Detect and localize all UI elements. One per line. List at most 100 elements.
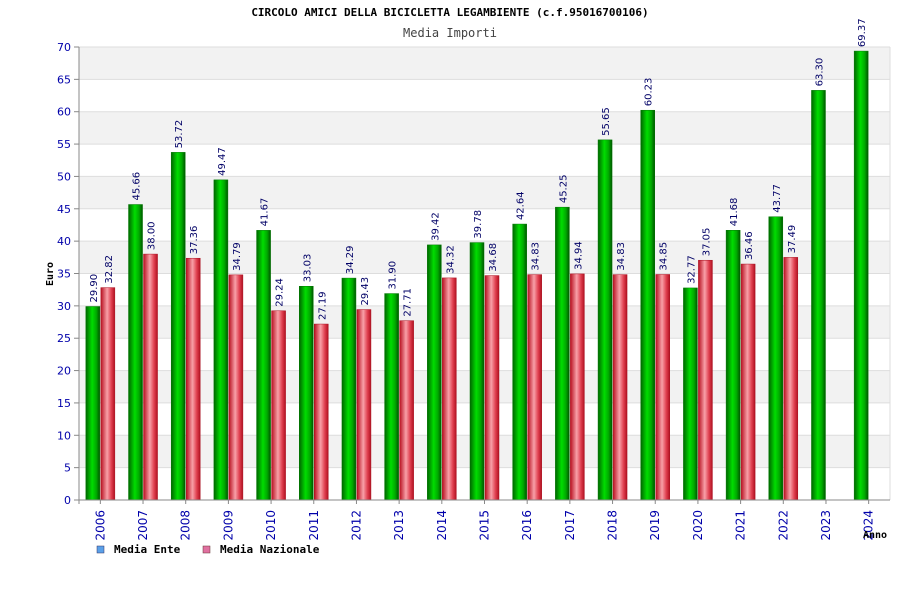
data-label: 55.65	[601, 107, 612, 136]
bar-media-nazionale	[783, 257, 799, 501]
data-label: 34.85	[659, 242, 670, 271]
legend-swatch-media-ente	[96, 545, 105, 554]
axes	[78, 47, 890, 504]
plot-band	[79, 144, 890, 177]
y-tick-label: 20	[57, 365, 71, 378]
y-tick-label: 30	[57, 300, 71, 313]
x-tick-label: 2021	[734, 510, 748, 541]
bar-media-nazionale	[484, 275, 500, 501]
x-tick-labels: 2006 2007 2008 2009 2010 2011 2012 2013 2014 2015…	[93, 510, 875, 541]
plot-band	[79, 176, 890, 209]
data-label: 34.32	[445, 245, 456, 274]
x-tick-label: 2023	[819, 510, 833, 541]
bar-media-nazionale	[442, 277, 457, 501]
x-tick-label: 2015	[478, 510, 492, 541]
bar-media-ente	[299, 285, 314, 501]
data-label: 36.46	[744, 231, 755, 260]
y-tick-label: 65	[57, 73, 71, 86]
bar-media-ente	[213, 179, 229, 501]
plot-band	[79, 338, 890, 371]
y-tick-label: 35	[57, 268, 71, 281]
legend-label-media-ente: Media Ente	[114, 543, 181, 556]
data-label: 34.83	[531, 242, 542, 271]
x-tick-label: 2010	[264, 510, 278, 541]
data-label: 39.78	[473, 210, 484, 239]
bar-media-ente	[811, 90, 826, 501]
x-tick-label: 2009	[221, 510, 235, 541]
x-tick-label: 2024	[862, 510, 876, 541]
y-axis-label: Euro	[45, 262, 56, 286]
data-label: 39.42	[430, 212, 441, 241]
data-label: 69.37	[857, 18, 868, 47]
bar-media-ente	[341, 277, 357, 501]
plot-band	[79, 370, 890, 403]
bar-media-ente	[683, 287, 698, 501]
x-tick-label: 2018	[606, 510, 620, 541]
plot-band	[79, 305, 890, 339]
data-labels: 29.90 32.82 45.66 38.00 53.72 37.36 49.47 34.79…	[89, 18, 868, 320]
data-label: 27.19	[317, 291, 328, 320]
bar-media-ente	[128, 204, 143, 501]
y-tick-label: 0	[64, 494, 71, 507]
plot-band	[79, 47, 890, 80]
plot-band	[79, 111, 890, 145]
x-tick-label: 2008	[179, 510, 193, 541]
data-label: 34.83	[616, 242, 627, 271]
data-label: 45.66	[132, 172, 143, 201]
data-label: 29.90	[89, 274, 100, 303]
chart-title: CIRCOLO AMICI DELLA BICICLETTA LEGAMBIEN…	[251, 6, 648, 19]
bar-media-nazionale	[100, 287, 116, 501]
legend: Media Ente Media Nazionale	[96, 543, 320, 556]
y-tick-label: 40	[57, 235, 71, 248]
bar-media-ente	[170, 152, 186, 501]
data-label: 34.29	[345, 245, 356, 274]
data-label: 41.68	[729, 198, 740, 227]
legend-label-media-nazionale: Media Nazionale	[220, 543, 320, 556]
data-label: 41.67	[260, 198, 271, 227]
bar-media-nazionale	[655, 274, 670, 501]
bar-media-ente	[85, 306, 101, 501]
data-label: 38.00	[147, 221, 158, 250]
x-tick-label: 2020	[691, 510, 705, 541]
bar-media-nazionale	[570, 273, 585, 501]
y-tick-label: 55	[57, 138, 71, 151]
bar-media-ente	[768, 216, 784, 501]
bar-media-ente	[555, 206, 570, 501]
data-label: 63.30	[814, 58, 825, 87]
bar-media-nazionale	[228, 274, 244, 501]
bar-media-nazionale	[399, 320, 414, 501]
x-tick-label: 2014	[435, 510, 449, 541]
data-label: 43.77	[772, 184, 783, 213]
data-label: 34.94	[573, 241, 584, 270]
plot-band	[79, 79, 890, 112]
bar-media-ente	[469, 242, 485, 501]
data-label: 42.64	[516, 191, 527, 220]
bar-media-ente	[853, 50, 869, 501]
data-label: 27.71	[403, 288, 414, 317]
y-tick-label: 70	[57, 41, 71, 54]
x-tick-label: 2016	[520, 510, 534, 541]
bar-media-nazionale	[740, 263, 756, 501]
plot-band	[79, 402, 890, 436]
plot-band	[79, 435, 890, 468]
y-tick-label: 15	[57, 397, 71, 410]
data-label: 37.49	[787, 225, 798, 254]
x-tick-label: 2013	[392, 510, 406, 541]
x-axis-label: Anno	[863, 530, 887, 541]
data-label: 34.68	[488, 243, 499, 272]
bar-media-nazionale	[356, 309, 372, 501]
bar-media-ente	[427, 244, 442, 501]
y-tick-label: 45	[57, 203, 71, 216]
x-tick-label: 2007	[136, 510, 150, 541]
y-tick-label: 10	[57, 429, 71, 442]
legend-swatch-media-nazionale	[202, 545, 211, 554]
y-tick-label: 25	[57, 332, 71, 345]
data-label: 29.43	[360, 277, 371, 306]
data-label: 37.05	[701, 228, 712, 257]
bar-media-ente	[384, 293, 399, 501]
data-label: 49.47	[217, 147, 228, 176]
bar-media-nazionale	[271, 310, 286, 501]
bar-media-nazionale	[612, 274, 628, 501]
x-tick-label: 2012	[349, 510, 363, 541]
